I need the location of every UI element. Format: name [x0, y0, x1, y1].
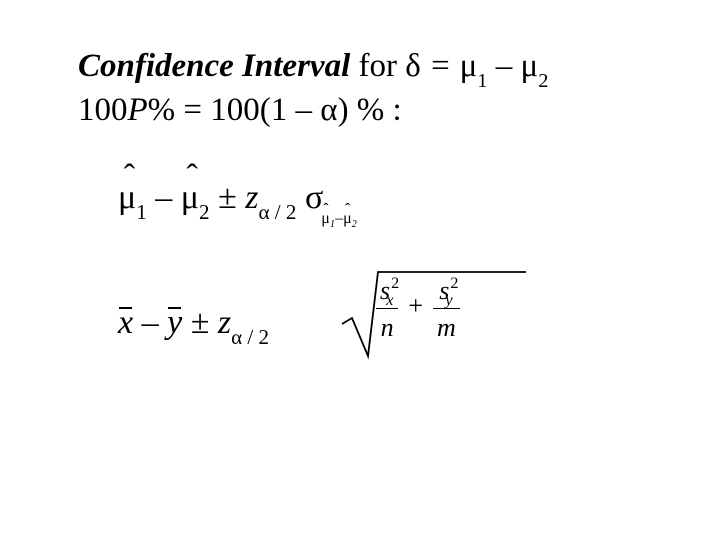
f1sup: 2 [391, 275, 399, 292]
f1-pm: ± [210, 179, 246, 216]
f1-zsub: α / 2 [258, 200, 296, 224]
mu2-sub: 2 [538, 70, 548, 92]
l2-a: 100 [78, 92, 128, 128]
l2-c: ) % : [338, 92, 402, 128]
subtitle-line: 100P% = 100(1 – α) % : [78, 92, 658, 129]
muhat1: μ [118, 179, 136, 217]
f2-minus: – [133, 304, 167, 341]
muhat2: μ [181, 179, 199, 217]
minus1: – [487, 48, 520, 84]
ss-s2: 2 [352, 219, 357, 230]
ss-mu2: μ [343, 210, 352, 228]
f2-zsub: α / 2 [231, 325, 269, 349]
sqrt-content: s2x n + s2y m [376, 276, 460, 343]
ss-mu1: μ [321, 210, 330, 228]
mu2: μ [520, 48, 538, 84]
l2-b: % = 100(1 – [148, 92, 321, 128]
equals-sign: = [421, 48, 460, 84]
f1sub: x [386, 292, 393, 309]
frac-1: s2x n [376, 276, 398, 343]
slide-content: Confidence Interval for δ = μ1 – μ2 100P… [78, 48, 658, 376]
l2-alpha: α [320, 92, 337, 128]
f2-plus: + [402, 291, 429, 321]
f2-left: x – y ± zα / 2 [118, 304, 269, 347]
f2-pm: ± [182, 304, 218, 341]
f2sub: y [445, 292, 452, 309]
mu1-sub: 1 [477, 70, 487, 92]
formula-1: μ1 – μ2 ± zα / 2 σμ1–μ2 [118, 179, 658, 222]
f1-minus: – [147, 179, 181, 216]
f1-space [296, 179, 305, 216]
f2-z: z [218, 304, 231, 341]
f1-sigma-sub: μ1–μ2 [321, 210, 357, 227]
f1-z: z [245, 179, 258, 216]
ybar: y [167, 304, 182, 342]
title-phrase: Confidence Interval [78, 48, 350, 84]
formula-2: x – y ± zα / 2 s2x n + s2y m [118, 266, 658, 376]
frac-2: s2y m [433, 276, 460, 343]
ss-min: – [335, 210, 343, 227]
l2-P: P [128, 92, 148, 128]
xbar: x [118, 304, 133, 342]
f2den: m [433, 308, 460, 343]
title-line: Confidence Interval for δ = μ1 – μ2 [78, 48, 658, 90]
f2sup: 2 [450, 275, 458, 292]
title-for: for [350, 48, 405, 84]
f1den: n [376, 308, 398, 343]
muhat2-sub: 2 [199, 200, 210, 224]
delta-symbol: δ [405, 48, 421, 84]
mu1: μ [460, 48, 478, 84]
ss-s1: 1 [330, 219, 335, 230]
muhat1-sub: 1 [136, 200, 147, 224]
